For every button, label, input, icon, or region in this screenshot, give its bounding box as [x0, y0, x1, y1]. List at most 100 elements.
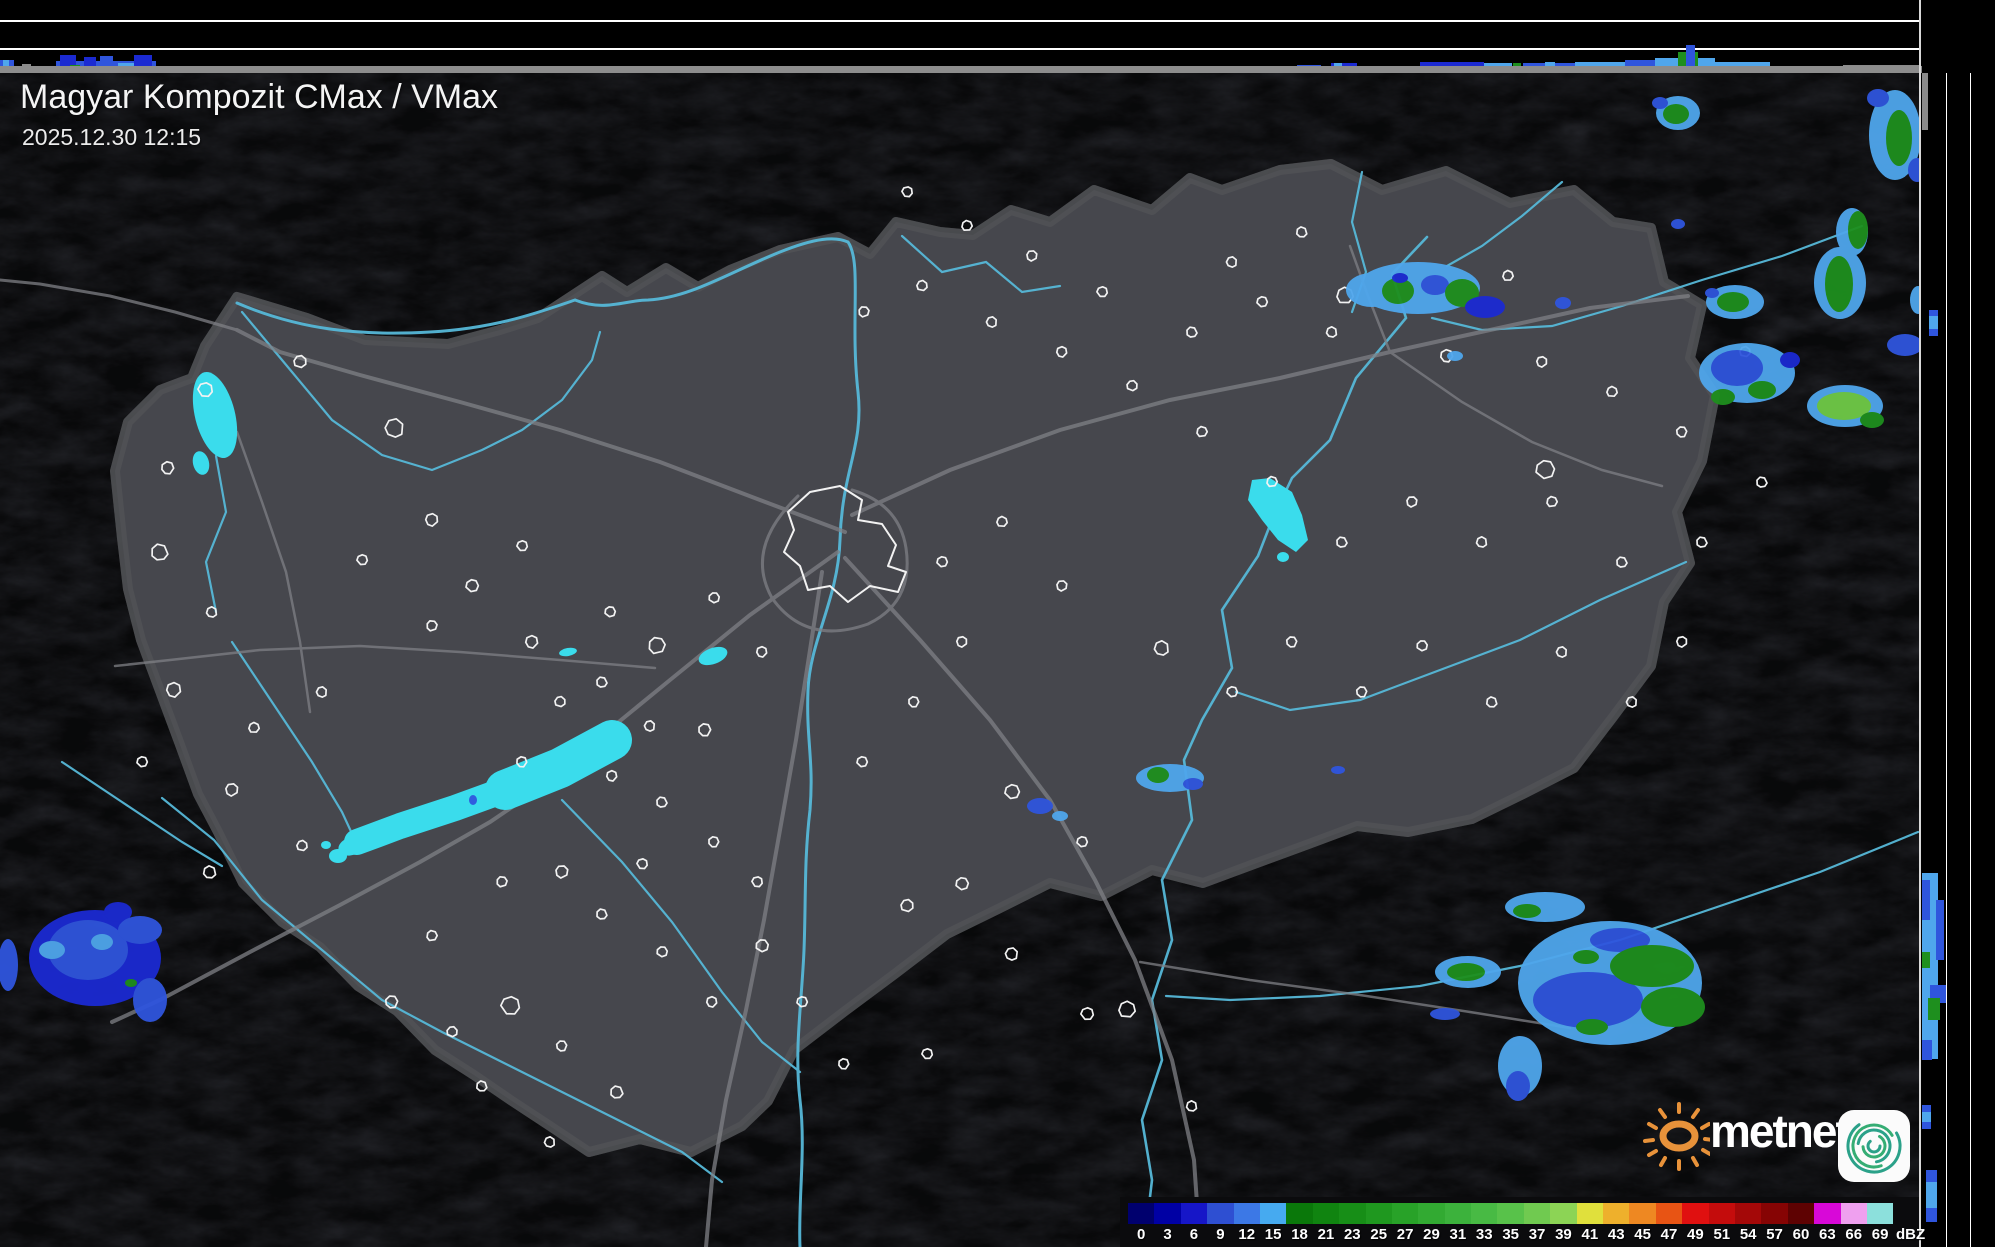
radar-echo-blob [1430, 1008, 1460, 1020]
lake [192, 372, 238, 458]
colorbar-tick-label: 66 [1845, 1226, 1863, 1243]
road-m43 [1138, 960, 1572, 1030]
radar-echo-blob [1573, 950, 1599, 964]
colorbar-cell [1154, 1203, 1181, 1224]
lake [338, 836, 366, 856]
right-profile-echo-bar [1922, 73, 1928, 130]
colorbar-tick-label: 21 [1317, 1226, 1335, 1243]
radar-echo-blob [48, 920, 128, 980]
colorbar-cell [1682, 1203, 1709, 1224]
colorbar-cell [1655, 1203, 1683, 1224]
radar-map [0, 73, 1926, 1247]
settlement-outline [916, 279, 928, 292]
radar-echo-blob [1711, 389, 1735, 405]
top-profile-gridline-10km [0, 20, 1921, 22]
colorbar-tick-label: 29 [1423, 1226, 1440, 1243]
river-raba [240, 310, 602, 472]
colorbar-cell [1497, 1203, 1524, 1224]
lake [559, 647, 577, 657]
river-koros [1234, 560, 1688, 712]
radar-echo-blob [1421, 275, 1449, 295]
radar-echo-blob [1780, 352, 1800, 368]
colorbar-cell [1259, 1203, 1287, 1224]
radar-echo-layer [0, 89, 1926, 1101]
settlement-outline [555, 865, 569, 879]
radar-echo-blob [1147, 767, 1169, 783]
colorbar-tick-label: 9 [1216, 1226, 1225, 1243]
timestamp: 2025.12.30 12:15 [22, 124, 202, 150]
settlement-outline [605, 769, 618, 782]
radar-echo-blob [1717, 292, 1749, 312]
settlement-outline [755, 645, 768, 658]
radar-echo-blob [1506, 1071, 1530, 1101]
settlement-outline [1756, 476, 1768, 488]
river-danube [235, 237, 861, 1247]
top-height-profile-panel: 10 5 5 10 [0, 0, 1995, 73]
settlement-outline [1606, 385, 1619, 398]
settlement-outline [1535, 459, 1556, 480]
roads [0, 244, 1690, 1247]
right-profile-gridline-10km [1970, 73, 1971, 1247]
settlement-outline [384, 995, 399, 1009]
settlement-outline [1336, 536, 1348, 548]
settlement-outline [1546, 495, 1559, 508]
lake [485, 720, 632, 810]
settlement-outline [225, 783, 239, 797]
radar-echo-blob [1641, 987, 1705, 1027]
settlement-outline [1004, 947, 1019, 961]
settlement-outline [151, 543, 169, 561]
settlement-outline [708, 835, 720, 848]
settlement-outline [1325, 325, 1338, 338]
lake [1277, 552, 1289, 562]
river-bodrog [1445, 180, 1564, 268]
road-m0-ring [760, 488, 909, 633]
settlement-outline [1026, 250, 1038, 262]
radar-echo-blob [125, 979, 137, 987]
colorbar-cell [1550, 1203, 1577, 1224]
right-profile-echo-bar [1922, 880, 1930, 920]
radar-echo-blob [1705, 288, 1719, 298]
settlement-outline [1096, 285, 1109, 298]
settlement-outline [708, 592, 721, 604]
settlement-outline [908, 695, 920, 708]
settlement-outline [293, 354, 307, 369]
colorbar-cell [1814, 1203, 1841, 1224]
settlement-outline [1076, 835, 1089, 848]
settlement-outline [296, 839, 308, 852]
colorbar-tick-label: 25 [1370, 1226, 1388, 1243]
settlement-outline-budapest [783, 485, 907, 603]
settlement-outline [1256, 295, 1269, 308]
radar-echo-blob [133, 978, 167, 1022]
colorbar-tick-label: 54 [1739, 1226, 1757, 1243]
settlement-outline [202, 865, 217, 879]
top-profile-echo-bar [1686, 45, 1695, 71]
radar-echo-blob [1886, 110, 1912, 166]
colorbar-tick-label: 33 [1475, 1226, 1493, 1243]
colorbar-tick-label: 6 [1189, 1226, 1199, 1243]
colorbar-cell [1734, 1203, 1762, 1224]
settlement-outline [446, 1025, 458, 1038]
lake [1248, 478, 1308, 552]
settlement-outline [936, 555, 949, 568]
settlement-outline [499, 995, 521, 1015]
colorbar-tick-label: 43 [1607, 1226, 1625, 1243]
settlement-outline [1118, 1000, 1137, 1018]
colorbar-tick-label: 57 [1766, 1226, 1783, 1243]
right-profile-gridline-5km [1946, 73, 1947, 1247]
road-m3 [850, 294, 1690, 517]
river-ferto-outflow [204, 454, 228, 614]
settlement-outline [554, 695, 566, 708]
river-mura [60, 760, 224, 868]
settlement-outline [555, 1040, 568, 1052]
river-zala [230, 640, 356, 840]
colorbar-cell [1339, 1203, 1366, 1224]
radar-echo-blob [1590, 928, 1650, 952]
right-profile-echo-bar [1936, 900, 1944, 960]
radar-echo-blob [104, 902, 132, 922]
settlement-outline [1186, 326, 1198, 338]
colorbar-cell [1576, 1203, 1604, 1224]
radar-echo-blob [1392, 273, 1408, 283]
settlement-outline [648, 636, 666, 655]
settlement-outline [315, 685, 328, 698]
